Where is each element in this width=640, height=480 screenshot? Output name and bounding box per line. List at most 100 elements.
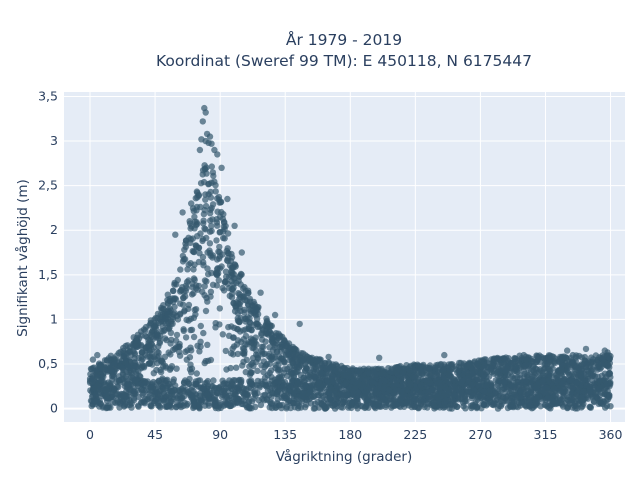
data-point xyxy=(460,399,467,406)
data-point xyxy=(436,379,443,386)
data-point xyxy=(200,217,207,224)
data-point xyxy=(605,362,612,369)
data-point xyxy=(596,384,603,391)
data-point xyxy=(296,320,303,328)
data-point xyxy=(122,342,129,350)
data-point xyxy=(139,355,146,363)
data-point xyxy=(223,273,230,280)
data-point xyxy=(283,351,290,358)
data-point xyxy=(88,393,96,400)
data-point xyxy=(220,287,228,294)
data-point xyxy=(185,317,192,324)
data-point xyxy=(216,243,223,251)
data-point xyxy=(241,348,248,355)
data-point xyxy=(479,393,486,400)
data-point xyxy=(124,363,131,371)
data-point xyxy=(197,322,204,330)
data-point xyxy=(191,399,198,406)
data-point xyxy=(208,140,215,147)
data-point xyxy=(388,368,395,376)
data-point xyxy=(523,398,530,405)
data-point xyxy=(96,389,104,396)
data-point xyxy=(582,345,590,353)
data-point xyxy=(151,316,158,323)
data-point xyxy=(433,394,441,401)
data-point xyxy=(257,401,265,409)
data-point xyxy=(597,400,605,407)
data-point xyxy=(271,311,279,319)
data-point xyxy=(411,403,418,411)
data-point xyxy=(577,366,585,373)
data-point xyxy=(302,404,309,411)
data-point xyxy=(222,347,229,355)
data-point xyxy=(186,354,194,361)
data-point xyxy=(497,392,504,399)
data-point xyxy=(533,395,540,402)
data-point xyxy=(247,298,254,305)
data-point xyxy=(207,288,215,295)
data-point xyxy=(171,281,178,288)
data-point xyxy=(226,292,233,300)
data-point xyxy=(170,346,177,353)
x-tick-label: 90 xyxy=(212,427,228,442)
data-point xyxy=(215,248,222,255)
data-point xyxy=(215,277,222,284)
data-point xyxy=(444,391,452,398)
data-point xyxy=(247,378,254,385)
data-point xyxy=(455,368,462,375)
data-point xyxy=(322,405,329,412)
data-point xyxy=(214,208,221,215)
data-point xyxy=(188,200,195,207)
data-point xyxy=(235,318,243,325)
y-tick-label: 3 xyxy=(50,133,58,148)
data-point xyxy=(204,341,211,348)
data-point xyxy=(233,341,241,348)
data-point xyxy=(108,367,116,374)
data-point xyxy=(237,270,245,278)
data-point xyxy=(606,355,613,362)
data-point xyxy=(414,361,421,368)
data-point xyxy=(385,386,392,393)
y-tick-label: 1,5 xyxy=(38,267,58,282)
data-point xyxy=(142,323,150,331)
data-point xyxy=(557,388,564,395)
data-point xyxy=(290,399,297,407)
data-point xyxy=(181,256,189,263)
data-point xyxy=(281,358,288,366)
data-point xyxy=(122,373,129,380)
data-point xyxy=(365,370,373,377)
data-point xyxy=(372,404,379,412)
data-point xyxy=(92,398,100,405)
data-point xyxy=(182,240,189,247)
data-point xyxy=(228,323,235,330)
data-point xyxy=(239,389,246,396)
data-point xyxy=(596,377,603,384)
data-point xyxy=(201,283,208,290)
data-point xyxy=(272,330,280,337)
data-point xyxy=(292,353,300,361)
data-point xyxy=(266,328,273,335)
data-point xyxy=(135,403,142,410)
data-point xyxy=(242,401,249,409)
x-axis-label: Vågriktning (grader) xyxy=(276,448,413,465)
data-point xyxy=(202,137,209,145)
data-point xyxy=(500,398,507,405)
data-point xyxy=(224,195,231,203)
data-point xyxy=(253,320,261,327)
data-point xyxy=(307,384,314,392)
data-point xyxy=(380,385,387,392)
data-point xyxy=(260,392,267,399)
data-point xyxy=(545,352,553,359)
data-point xyxy=(101,387,109,394)
data-point xyxy=(163,393,170,400)
data-point xyxy=(254,355,262,362)
data-point xyxy=(468,364,475,371)
data-point xyxy=(413,378,420,385)
data-point xyxy=(541,401,549,409)
data-point xyxy=(399,388,406,395)
data-point xyxy=(160,317,167,325)
data-point xyxy=(194,286,201,293)
data-point xyxy=(207,356,215,364)
data-point xyxy=(120,391,128,398)
data-point xyxy=(201,225,208,232)
